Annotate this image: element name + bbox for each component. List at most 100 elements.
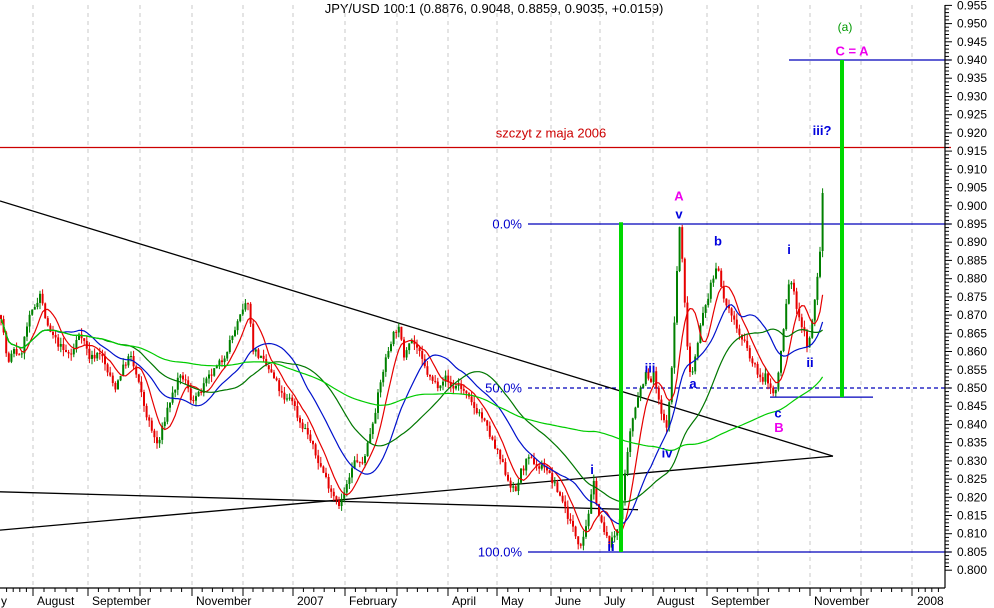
candle-body	[249, 303, 252, 324]
fib-label: 100.0%	[478, 545, 523, 560]
candle-body	[403, 339, 405, 358]
candle-body	[650, 378, 652, 382]
candle-body	[538, 466, 541, 469]
candle-body	[660, 399, 663, 414]
candle-body	[46, 318, 49, 326]
annotation-a: a	[689, 376, 697, 391]
candle-body	[816, 276, 819, 300]
candle-body	[291, 397, 294, 402]
candle-body	[821, 193, 824, 251]
candle-body	[93, 354, 96, 359]
candle-body	[293, 401, 296, 406]
ma-fast	[0, 285, 824, 534]
candle-body	[600, 515, 603, 523]
candle-body	[447, 375, 450, 382]
y-axis-label: 0.930	[957, 90, 987, 104]
candle-body	[75, 340, 78, 349]
annotation-i: i	[590, 462, 594, 477]
candle-body	[280, 391, 283, 393]
y-axis-label: 0.940	[957, 53, 987, 67]
candle-body	[187, 380, 190, 389]
candle-body	[637, 397, 639, 408]
candle-body	[236, 321, 239, 331]
candle-body	[616, 529, 619, 536]
candle-body	[327, 477, 330, 489]
candle-body	[325, 472, 327, 477]
candle-body	[813, 299, 816, 321]
candle-body	[800, 317, 803, 328]
candle-body	[192, 400, 195, 402]
candle-body	[665, 420, 668, 428]
candle-body	[595, 480, 598, 505]
candle-body	[366, 442, 369, 457]
y-axis-label: 0.835	[957, 436, 987, 450]
candle-body	[808, 337, 811, 348]
candle-body	[473, 402, 476, 408]
candle-body	[208, 374, 210, 379]
candle-body	[462, 389, 465, 391]
candle-body	[127, 356, 130, 366]
candle-body	[767, 373, 769, 384]
candle-body	[169, 402, 171, 408]
candle-body	[533, 458, 535, 465]
candle-body	[598, 504, 600, 516]
candle-body	[122, 364, 125, 376]
ma-slowest	[0, 318, 824, 451]
candle-body	[18, 354, 21, 356]
candle-body	[210, 374, 213, 376]
y-axis-label: 0.950	[957, 17, 987, 31]
candle-body	[452, 385, 455, 389]
candle-body	[647, 372, 650, 379]
candle-body	[150, 420, 153, 431]
candle-body	[330, 488, 333, 492]
candle-body	[234, 330, 236, 336]
candle-body	[182, 375, 184, 380]
candle-body	[418, 347, 421, 351]
candle-body	[457, 384, 460, 386]
candle-body	[590, 494, 593, 514]
candle-body	[499, 450, 502, 460]
candle-body	[267, 365, 270, 370]
candle-body	[205, 378, 208, 384]
candle-body	[130, 356, 132, 357]
annotation-b: B	[774, 420, 783, 435]
candle-body	[470, 396, 473, 403]
candle-body	[655, 371, 658, 388]
annotation-ii: ii	[607, 539, 614, 554]
candle-body	[509, 480, 512, 488]
candle-body	[668, 402, 671, 428]
candle-body	[429, 374, 431, 377]
candle-body	[514, 486, 517, 491]
candle-body	[338, 500, 340, 506]
month-label: November	[196, 594, 251, 608]
candle-body	[761, 377, 764, 382]
candle-body	[530, 457, 533, 459]
candle-body	[483, 418, 486, 421]
candle-body	[140, 381, 143, 392]
annotation-ca: C = A	[835, 43, 869, 58]
candle-body	[174, 389, 177, 393]
candle-body	[299, 417, 301, 423]
candle-body	[117, 380, 119, 390]
candle-body	[156, 437, 158, 444]
candle-body	[312, 440, 314, 445]
candle-body	[436, 381, 439, 389]
candle-body	[572, 520, 574, 527]
candle-body	[546, 467, 548, 471]
candle-body	[252, 323, 255, 352]
lower-support-line	[0, 491, 639, 511]
candle-body	[96, 353, 99, 359]
candle-body	[202, 383, 205, 393]
candle-body	[223, 358, 226, 363]
candle-body	[408, 343, 411, 351]
candle-body	[137, 374, 140, 382]
candle-body	[696, 343, 699, 357]
candle-body	[358, 461, 361, 463]
candle-body	[65, 350, 67, 353]
y-axis-label: 0.815	[957, 509, 987, 523]
y-axis-label: 0.880	[957, 272, 987, 286]
candle-body	[119, 376, 122, 381]
candle-body	[304, 428, 307, 429]
